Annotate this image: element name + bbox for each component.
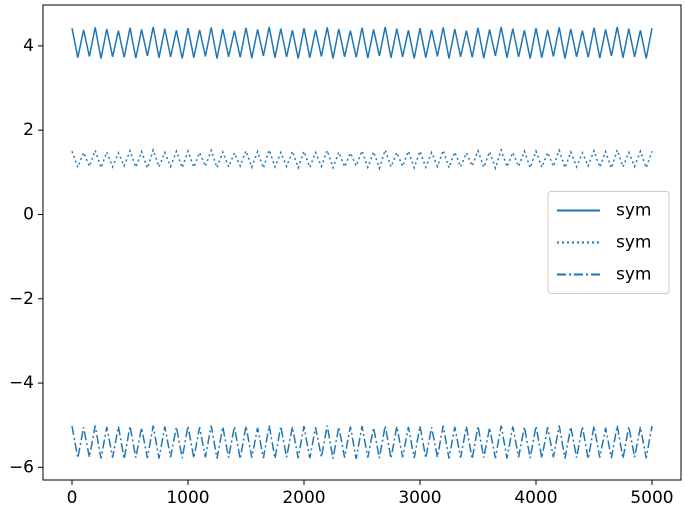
y-tick-label: 2 <box>23 120 34 140</box>
legend-label: sym <box>616 265 651 285</box>
legend-label: sym <box>616 233 651 253</box>
y-tick-label: −4 <box>9 373 34 393</box>
y-tick-label: 4 <box>23 36 34 56</box>
x-tick-label: 1000 <box>166 488 209 508</box>
y-tick-label: −2 <box>9 289 34 309</box>
y-tick-label: −6 <box>9 457 34 477</box>
x-tick-label: 4000 <box>514 488 557 508</box>
x-tick-label: 2000 <box>282 488 325 508</box>
x-tick-label: 3000 <box>398 488 441 508</box>
x-tick-label: 0 <box>67 488 78 508</box>
legend-box <box>547 191 670 294</box>
y-tick-label: 0 <box>23 204 34 224</box>
plot-frame <box>42 4 682 481</box>
data-line <box>71 147 653 171</box>
data-line <box>71 26 653 59</box>
legend: sym sym sym <box>547 191 670 294</box>
x-tick-label: 5000 <box>630 488 673 508</box>
data-line <box>71 425 653 460</box>
legend-label: sym <box>616 201 651 221</box>
